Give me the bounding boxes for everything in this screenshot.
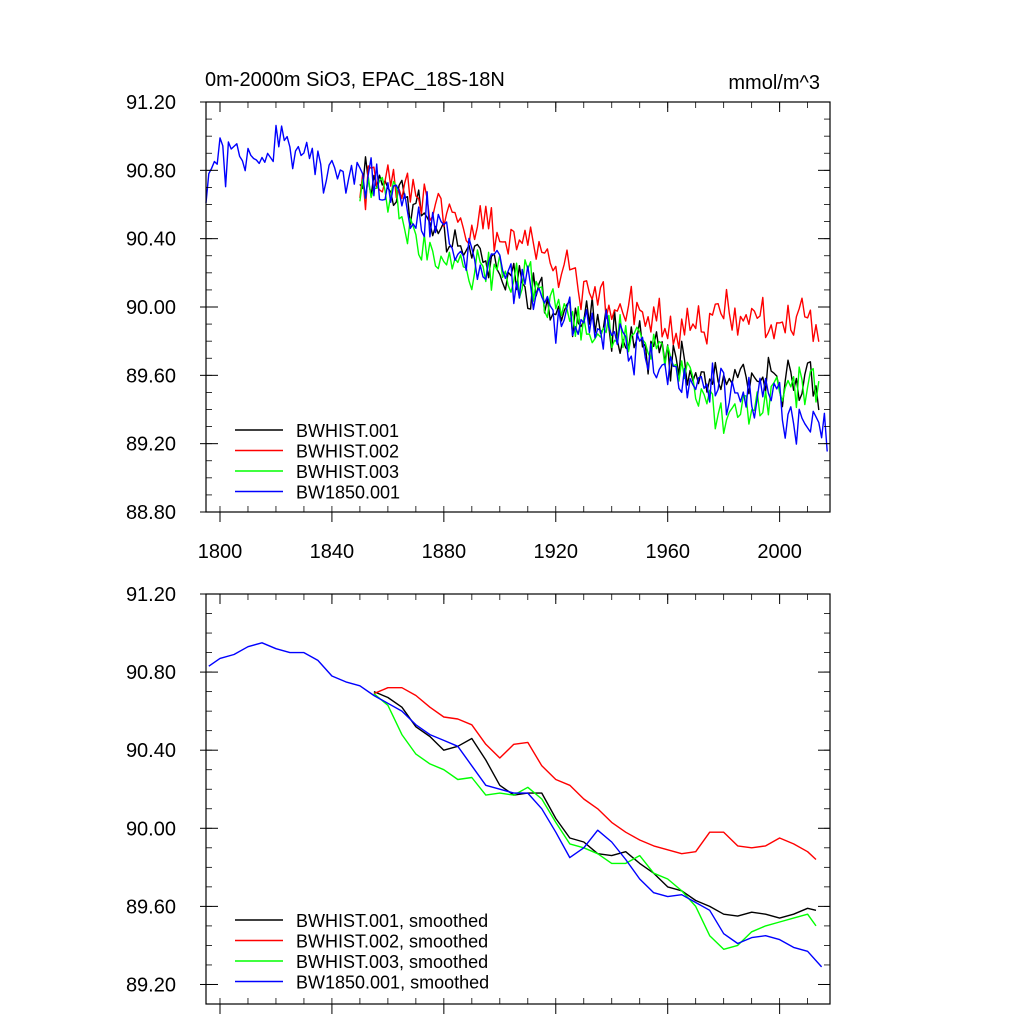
units-label: mmol/m^3 bbox=[728, 72, 820, 94]
x-tick-label: 2000 bbox=[757, 541, 802, 563]
bottom-series-lines bbox=[208, 642, 823, 968]
y-tick-label: 89.20 bbox=[126, 434, 176, 456]
chart-title: 0m-2000m SiO3, EPAC_18S-18N bbox=[205, 69, 505, 91]
y-tick-label: 90.40 bbox=[126, 229, 176, 251]
legend-label-2: BWHIST.002 bbox=[296, 442, 399, 462]
legend-label-1: BWHIST.001 bbox=[296, 421, 399, 441]
y-tick-label: 90.80 bbox=[126, 160, 176, 182]
top-panel: 0m-2000m SiO3, EPAC_18S-18N mmol/m^3 88.… bbox=[126, 69, 831, 563]
legend-label-3: BWHIST.003 bbox=[296, 462, 399, 482]
legend-label-2: BWHIST.002, smoothed bbox=[296, 932, 488, 952]
y-tick-label: 89.20 bbox=[126, 974, 176, 996]
series-line-1 bbox=[373, 690, 817, 919]
y-tick-label: 88.80 bbox=[126, 502, 176, 524]
series-line-2 bbox=[373, 687, 817, 861]
y-tick-label: 90.00 bbox=[126, 818, 176, 840]
x-tick-label: 1800 bbox=[198, 541, 243, 563]
top-series-lines bbox=[205, 124, 828, 452]
y-tick-label: 90.00 bbox=[126, 297, 176, 319]
bottom-ticks: 89.20 89.60 90.00 90.40 90.80 91.20 bbox=[126, 584, 830, 1014]
y-tick-label: 90.40 bbox=[126, 740, 176, 762]
y-tick-label: 89.60 bbox=[126, 365, 176, 387]
series-line-4 bbox=[208, 642, 823, 968]
x-tick-label: 1920 bbox=[534, 541, 579, 563]
x-tick-label: 1840 bbox=[310, 541, 355, 563]
series-line-1 bbox=[359, 156, 820, 411]
y-tick-label: 91.20 bbox=[126, 92, 176, 114]
x-tick-label: 1960 bbox=[645, 541, 690, 563]
series-line-3 bbox=[373, 693, 817, 950]
top-ticks: 88.80 89.20 89.60 90.00 90.40 90.80 91.20 1800 1… bbox=[126, 92, 830, 563]
series-line-4 bbox=[205, 124, 828, 452]
bottom-plot-frame bbox=[205, 593, 831, 1005]
legend-label-4: BW1850.001 bbox=[296, 483, 400, 503]
legend-label-4: BW1850.001, smoothed bbox=[296, 973, 489, 993]
legend-label-1: BWHIST.001, smoothed bbox=[296, 911, 488, 931]
legend-label-3: BWHIST.003, smoothed bbox=[296, 952, 488, 972]
y-tick-label: 91.20 bbox=[126, 584, 176, 606]
y-tick-label: 90.80 bbox=[126, 662, 176, 684]
y-tick-label: 89.60 bbox=[126, 896, 176, 918]
x-tick-label: 1880 bbox=[422, 541, 467, 563]
bottom-panel: 89.20 89.60 90.00 90.40 90.80 91.20 BWHIST.00… bbox=[126, 584, 831, 1014]
series-line-3 bbox=[359, 176, 820, 434]
series-line-2 bbox=[359, 164, 820, 349]
